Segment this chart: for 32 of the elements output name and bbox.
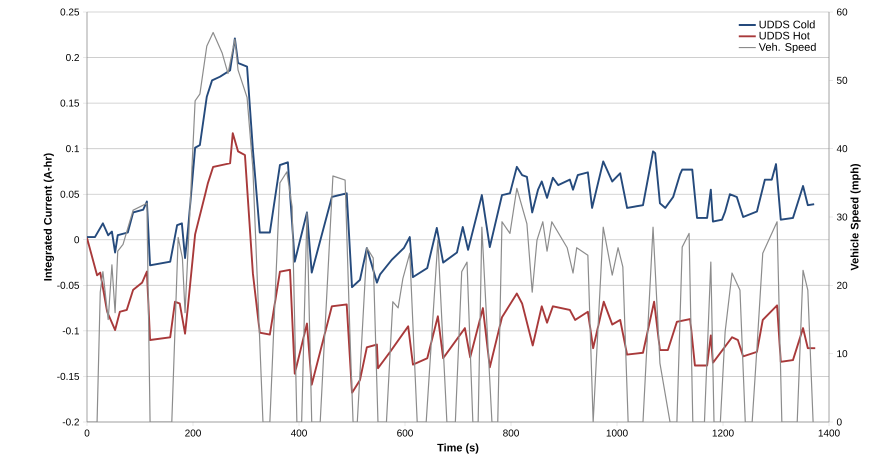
x-tick-label: 1000 — [606, 430, 628, 437]
x-tick-label: 800 — [503, 430, 519, 437]
x-tick-label: 600 — [397, 430, 413, 437]
y-tick-label: -0.1 — [62, 327, 80, 334]
y-tick-label: -0.15 — [57, 372, 80, 380]
y-tick-label: -0.2 — [62, 418, 79, 426]
x-tick-label: 1200 — [712, 430, 734, 437]
x-tick-label: 1400 — [818, 430, 840, 437]
y-tick-label: 0.25 — [60, 8, 80, 16]
y2-axis-title: Vehicle Speed (mph) — [850, 164, 861, 271]
line-series — [87, 132, 816, 394]
legend-label: Veh. Speed — [758, 42, 816, 54]
y2-tick-label: 20 — [837, 282, 848, 289]
y-tick-label: 0 — [74, 236, 80, 244]
x-tick-label: 400 — [290, 430, 307, 437]
y2-tick-label: 50 — [836, 76, 848, 84]
y2-tick-label: 40 — [836, 145, 848, 152]
x-tick-label: 200 — [185, 430, 201, 437]
y2-tick-label: 0 — [836, 418, 842, 426]
y-tick-label: 0.05 — [60, 190, 80, 198]
x-tick-label: 0 — [84, 430, 90, 437]
y2-tick-label: 30 — [836, 213, 848, 221]
y2-tick-label: 10 — [837, 350, 848, 358]
y2-tick-label: 60 — [837, 8, 848, 16]
legend-label: UDDS Cold — [760, 20, 815, 28]
legend-label: UDDS Hot — [760, 32, 810, 40]
y-tick-label: 0.1 — [66, 145, 80, 152]
y-axis-title: Integrated Current (A-hr) — [44, 153, 54, 280]
y-tick-label: 0.2 — [66, 54, 79, 62]
y-tick-label: 0.15 — [60, 100, 80, 107]
y-tick-label: -0.05 — [57, 282, 80, 289]
x-axis-title: Time (s) — [437, 443, 478, 454]
